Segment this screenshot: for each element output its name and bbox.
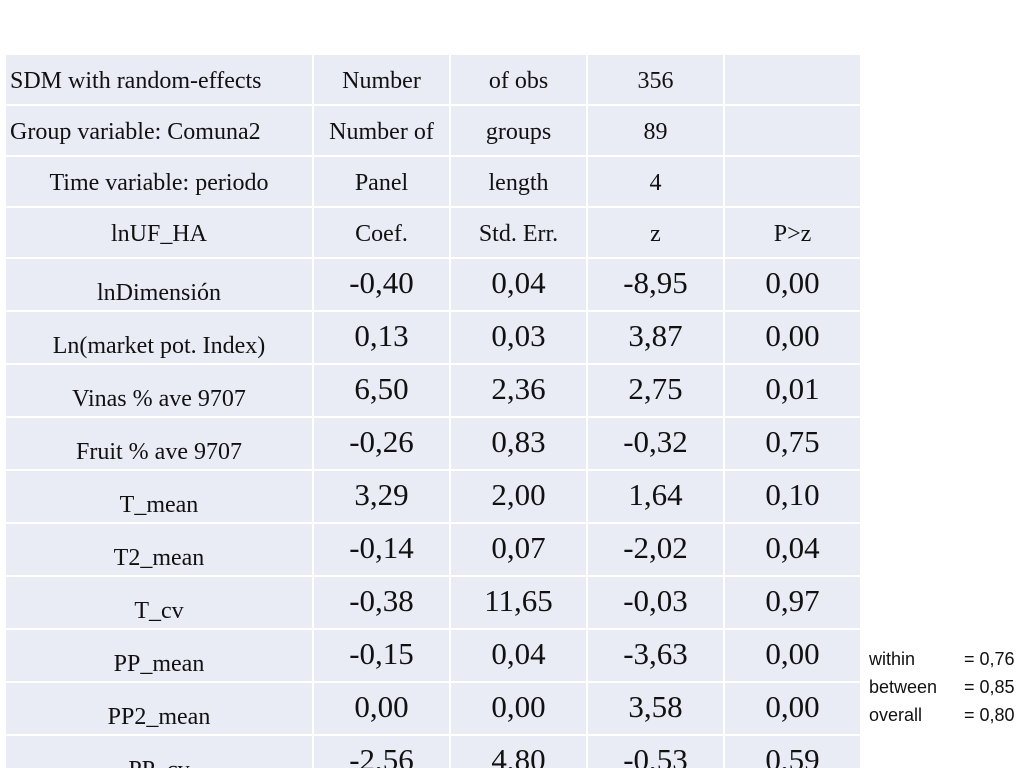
header-row-model: SDM with random-effects Number of obs 35… [4,53,862,106]
table-row: T2_mean -0,14 0,07 -2,02 0,04 [4,522,862,577]
r-squared-row: overall = 0,80 [869,701,1015,729]
z-value: 3,58 [586,681,725,736]
p-value: 0,10 [723,469,862,524]
std-err-value: 0,83 [449,416,588,471]
p-value-header: P>z [723,206,862,259]
coef-header: Coef. [312,206,451,259]
r-squared-value: = 0,85 [964,677,1015,697]
p-value: 0,04 [723,522,862,577]
header-cell: Panel [312,155,451,208]
std-err-value: 2,36 [449,363,588,418]
coef-value: -2,56 [312,734,451,768]
table-row: Fruit % ave 9707 -0,26 0,83 -0,32 0,75 [4,416,862,471]
table-row: PP_cv -2,56 4,80 -0,53 0,59 [4,734,862,768]
variable-name: T_mean [4,469,314,524]
variable-name: T_cv [4,575,314,630]
p-value: 0,00 [723,310,862,365]
z-value: -8,95 [586,257,725,312]
column-header-row: lnUF_HA Coef. Std. Err. z P>z [4,206,862,259]
table-row: lnDimensión -0,40 0,04 -8,95 0,00 [4,257,862,312]
std-err-value: 0,04 [449,628,588,683]
header-cell: groups [449,104,588,157]
coef-value: -0,15 [312,628,451,683]
header-cell: length [449,155,588,208]
header-cell [723,104,862,157]
header-row-time: Time variable: periodo Panel length 4 [4,155,862,208]
coef-value: 0,00 [312,681,451,736]
header-cell [723,155,862,208]
variable-name: Fruit % ave 9707 [4,416,314,471]
p-value: 0,00 [723,257,862,312]
p-value: 0,97 [723,575,862,630]
p-value: 0,00 [723,681,862,736]
variable-name: PP_mean [4,628,314,683]
table-row: Ln(market pot. Index) 0,13 0,03 3,87 0,0… [4,310,862,365]
coef-value: -0,14 [312,522,451,577]
r-squared-value: = 0,80 [964,705,1015,725]
coef-value: -0,26 [312,416,451,471]
dependent-variable-header: lnUF_HA [4,206,314,259]
header-cell: 356 [586,53,725,106]
variable-name: lnDimensión [4,257,314,312]
std-err-header: Std. Err. [449,206,588,259]
coef-value: 6,50 [312,363,451,418]
variable-name: Ln(market pot. Index) [4,310,314,365]
z-value: 1,64 [586,469,725,524]
z-value: 3,87 [586,310,725,365]
header-cell: of obs [449,53,588,106]
z-value: -3,63 [586,628,725,683]
p-value: 0,00 [723,628,862,683]
regression-table: SDM with random-effects Number of obs 35… [4,53,862,768]
r-squared-label: within [869,649,916,669]
header-cell: Number [312,53,451,106]
variable-name: Vinas % ave 9707 [4,363,314,418]
r-squared-label: between [869,677,938,697]
header-cell: 4 [586,155,725,208]
p-value: 0,01 [723,363,862,418]
r-squared-label: overall [869,705,923,725]
variable-name: PP2_mean [4,681,314,736]
model-label: SDM with random-effects [4,53,314,106]
z-header: z [586,206,725,259]
header-row-group: Group variable: Comuna2 Number of groups… [4,104,862,157]
std-err-value: 4,80 [449,734,588,768]
table-row: PP2_mean 0,00 0,00 3,58 0,00 [4,681,862,736]
std-err-value: 0,07 [449,522,588,577]
table-row: PP_mean -0,15 0,04 -3,63 0,00 [4,628,862,683]
table-row: T_cv -0,38 11,65 -0,03 0,97 [4,575,862,630]
z-value: -0,32 [586,416,725,471]
variable-name: PP_cv [4,734,314,768]
z-value: -0,53 [586,734,725,768]
r-squared-row: between = 0,85 [869,673,1015,701]
std-err-value: 0,04 [449,257,588,312]
z-value: 2,75 [586,363,725,418]
z-value: -2,02 [586,522,725,577]
std-err-value: 0,00 [449,681,588,736]
r-squared-row: within = 0,76 [869,645,1015,673]
group-variable-label: Group variable: Comuna2 [4,104,314,157]
coef-value: -0,38 [312,575,451,630]
coef-value: 0,13 [312,310,451,365]
std-err-value: 0,03 [449,310,588,365]
table-row: T_mean 3,29 2,00 1,64 0,10 [4,469,862,524]
header-cell: Number of [312,104,451,157]
std-err-value: 2,00 [449,469,588,524]
z-value: -0,03 [586,575,725,630]
time-variable-label: Time variable: periodo [4,155,314,208]
r-squared-value: = 0,76 [964,649,1015,669]
p-value: 0,75 [723,416,862,471]
coef-value: 3,29 [312,469,451,524]
p-value: 0,59 [723,734,862,768]
header-cell: 89 [586,104,725,157]
variable-name: T2_mean [4,522,314,577]
coef-value: -0,40 [312,257,451,312]
std-err-value: 11,65 [449,575,588,630]
header-cell [723,53,862,106]
table-row: Vinas % ave 9707 6,50 2,36 2,75 0,01 [4,363,862,418]
r-squared-box: within = 0,76 between = 0,85 overall = 0… [869,645,1015,729]
